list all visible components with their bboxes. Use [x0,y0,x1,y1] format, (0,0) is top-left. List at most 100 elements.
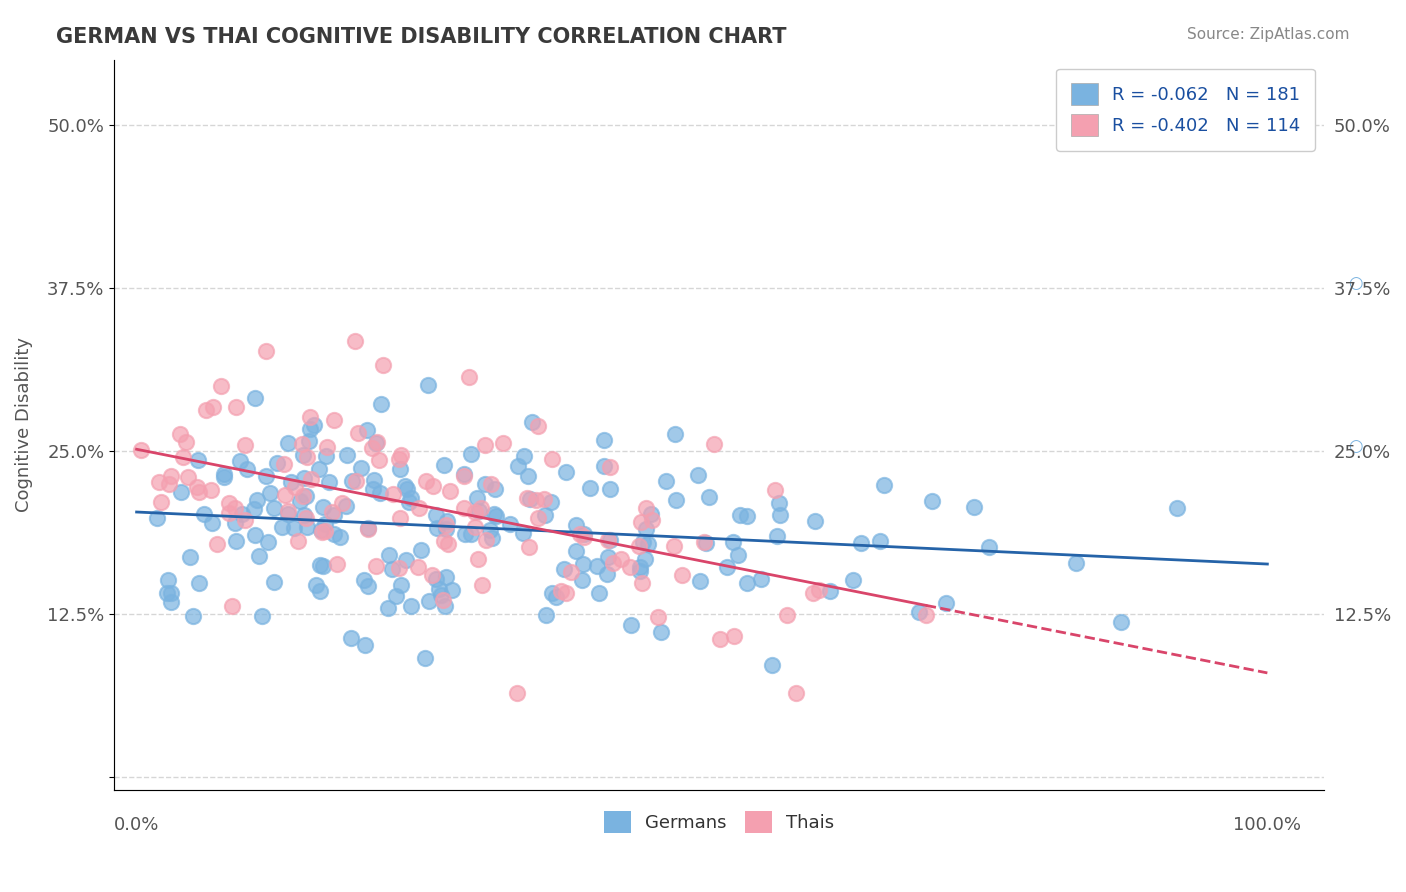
Point [277,503,299,517]
Point [484,482,506,496]
Point [194,403,217,417]
Point [335,499,357,513]
Point [727,548,749,562]
Point [599,482,621,496]
Point [160,585,183,599]
Point [312,500,335,514]
Point [481,531,503,545]
Point [344,334,367,348]
Point [818,583,841,598]
Point [723,534,745,549]
Point [914,608,936,623]
Point [534,508,557,522]
Point [426,521,449,535]
Text: GERMAN VS THAI COGNITIVE DISABILITY CORRELATION CHART: GERMAN VS THAI COGNITIVE DISABILITY CORR… [56,27,787,46]
Point [366,434,388,449]
Point [572,530,595,544]
Point [200,516,222,530]
Point [697,490,720,504]
Point [436,514,458,528]
Point [387,451,409,466]
Point [291,437,314,451]
Point [391,578,413,592]
Point [159,469,181,483]
Point [1111,615,1133,629]
Point [263,501,285,516]
Point [200,483,222,498]
Point [709,632,731,646]
Point [243,528,266,542]
Point [413,651,436,665]
Point [160,595,183,609]
Point [266,456,288,470]
Point [277,507,299,521]
Point [214,467,236,482]
Point [921,494,943,508]
Point [801,586,824,600]
Point [371,359,394,373]
Point [460,527,482,541]
Point [869,534,891,549]
Point [979,540,1001,554]
Point [247,549,270,564]
Point [434,522,457,536]
Point [465,491,488,505]
Point [322,527,344,541]
Point [513,449,536,463]
Point [322,413,344,427]
Point [565,517,588,532]
Point [602,556,624,570]
Point [183,608,205,623]
Point [422,479,444,493]
Point [388,510,411,524]
Point [418,378,440,392]
Point [370,396,392,410]
Point [201,400,224,414]
Point [169,426,191,441]
Point [433,533,456,548]
Point [377,601,399,615]
Point [433,599,456,613]
Point [723,629,745,643]
Text: ○: ○ [1348,437,1362,455]
Point [524,493,547,508]
Point [299,422,322,436]
Point [294,489,316,503]
Point [662,539,685,553]
Point [399,491,422,505]
Point [634,552,657,566]
Point [429,588,451,602]
Point [550,584,572,599]
Point [314,516,336,531]
Point [218,507,240,521]
Point [148,475,170,489]
Point [193,508,215,522]
Point [630,515,652,529]
Point [396,482,419,496]
Point [785,686,807,700]
Text: 100.0%: 100.0% [1233,816,1302,834]
Point [186,480,208,494]
Point [695,536,717,550]
Point [330,496,353,510]
Point [329,530,352,544]
Point [398,494,420,508]
Point [318,475,340,489]
Point [273,457,295,471]
Point [399,599,422,614]
Point [304,418,326,433]
Point [474,477,496,491]
Point [233,438,256,452]
Point [935,596,957,610]
Point [432,593,454,607]
Point [464,505,486,519]
Point [172,450,194,465]
Point [599,533,621,548]
Point [246,493,269,508]
Point [357,578,380,592]
Point [808,582,831,597]
Point [415,474,437,488]
Point [156,586,179,600]
Point [233,513,256,527]
Text: Source: ZipAtlas.com: Source: ZipAtlas.com [1187,27,1350,42]
